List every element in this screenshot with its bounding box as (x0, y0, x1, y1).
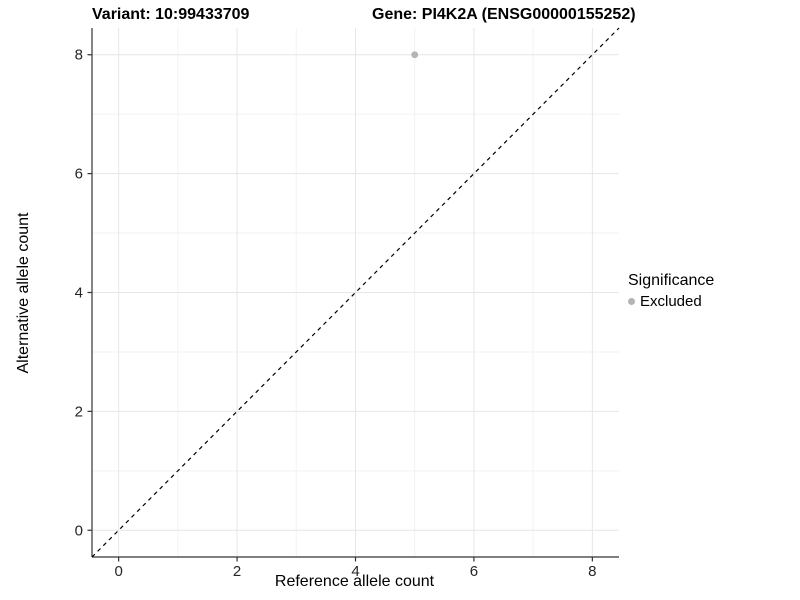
data-point (411, 51, 419, 59)
x-tick-label: 2 (233, 563, 241, 580)
y-axis-title: Alternative allele count (15, 212, 32, 374)
x-tick-label: 0 (114, 563, 122, 580)
legend-entry-excluded: Excluded (628, 293, 714, 310)
legend-title: Significance (628, 272, 715, 289)
plot-title-gene: Gene: PI4K2A (ENSG00000155252) (372, 6, 636, 23)
y-tick-label: 0 (75, 522, 83, 539)
y-tick-label: 6 (75, 166, 83, 183)
x-tick-label: 8 (588, 563, 596, 580)
y-tick-label: 4 (75, 285, 83, 302)
x-tick-label: 4 (351, 563, 359, 580)
legend-entry-label: Excluded (640, 293, 702, 310)
y-tick-label: 2 (75, 403, 83, 420)
legend: Significance Excluded (628, 272, 714, 310)
legend-point-icon (628, 298, 635, 305)
y-tick-label: 8 (75, 47, 83, 64)
x-axis-title: Reference allele count (274, 573, 435, 590)
x-tick-label: 6 (470, 563, 478, 580)
plot-title-variant: Variant: 10:99433709 (92, 6, 250, 23)
